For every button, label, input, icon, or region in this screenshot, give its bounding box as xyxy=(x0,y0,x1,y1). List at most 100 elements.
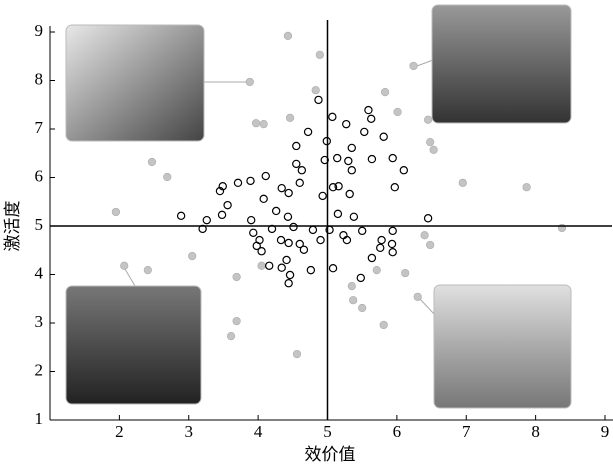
point xyxy=(246,78,254,86)
point xyxy=(373,266,381,274)
x-tick-label: 8 xyxy=(531,422,540,441)
point xyxy=(293,350,301,358)
point xyxy=(348,282,356,290)
point xyxy=(414,293,422,301)
point xyxy=(120,262,128,270)
point xyxy=(316,51,324,59)
point xyxy=(293,160,300,167)
y-tick-label: 3 xyxy=(35,312,44,331)
point xyxy=(258,262,266,270)
point xyxy=(283,256,290,263)
x-tick-label: 5 xyxy=(323,422,332,441)
point xyxy=(286,271,293,278)
point xyxy=(329,265,336,272)
x-axis-label: 效价值 xyxy=(305,445,356,464)
point xyxy=(290,223,297,230)
y-tick-label: 4 xyxy=(35,263,44,282)
callout-line xyxy=(417,60,433,66)
point xyxy=(260,195,267,202)
point xyxy=(389,249,396,256)
x-tick-label: 3 xyxy=(185,422,194,441)
point xyxy=(334,210,341,217)
point xyxy=(345,157,352,164)
point xyxy=(348,144,355,151)
point xyxy=(203,217,210,224)
point xyxy=(163,173,171,181)
point xyxy=(319,192,326,199)
point xyxy=(430,146,438,154)
point xyxy=(285,239,292,246)
point xyxy=(307,267,314,274)
point xyxy=(368,115,375,122)
point xyxy=(277,236,284,243)
point xyxy=(260,120,268,128)
point xyxy=(380,321,388,329)
point xyxy=(285,189,292,196)
y-tick-label: 7 xyxy=(35,118,44,137)
point xyxy=(334,155,341,162)
x-tick-label: 9 xyxy=(601,422,610,441)
y-tick-label: 1 xyxy=(35,409,44,428)
point xyxy=(293,142,300,149)
point xyxy=(298,167,305,174)
point xyxy=(346,190,353,197)
point xyxy=(278,264,285,271)
point xyxy=(233,273,241,281)
photo xyxy=(434,285,571,408)
point xyxy=(401,269,409,277)
point xyxy=(391,184,398,191)
point xyxy=(350,213,357,220)
point xyxy=(317,236,324,243)
point xyxy=(278,185,285,192)
y-tick-label: 2 xyxy=(35,360,44,379)
point xyxy=(286,114,294,122)
y-tick-label: 5 xyxy=(35,215,44,234)
point xyxy=(262,172,269,179)
point xyxy=(227,332,235,340)
point xyxy=(300,246,307,253)
point xyxy=(358,304,366,312)
point xyxy=(296,179,303,186)
point xyxy=(273,207,280,214)
point xyxy=(315,96,322,103)
point xyxy=(421,231,429,239)
point xyxy=(394,108,402,116)
point xyxy=(304,128,311,135)
point xyxy=(144,266,152,274)
point xyxy=(218,211,225,218)
y-axis-label: 激活度 xyxy=(3,201,22,252)
point xyxy=(309,226,316,233)
point xyxy=(424,116,432,124)
y-tick-label: 6 xyxy=(35,166,44,185)
point xyxy=(348,167,355,174)
x-tick-label: 7 xyxy=(462,422,471,441)
point xyxy=(258,248,265,255)
point xyxy=(424,215,431,222)
point xyxy=(285,280,292,287)
photo xyxy=(66,286,201,404)
point xyxy=(343,121,350,128)
point xyxy=(349,296,357,304)
point xyxy=(365,106,372,113)
point xyxy=(252,119,260,127)
point xyxy=(426,241,434,249)
point xyxy=(361,128,368,135)
point xyxy=(247,177,254,184)
point xyxy=(266,262,273,269)
point xyxy=(359,227,366,234)
point xyxy=(410,62,418,70)
point xyxy=(368,155,375,162)
point xyxy=(112,208,120,216)
point xyxy=(188,252,196,260)
x-tick-label: 6 xyxy=(393,422,402,441)
point xyxy=(148,158,156,166)
point xyxy=(377,244,384,251)
point xyxy=(357,274,364,281)
photo xyxy=(432,5,571,123)
point xyxy=(426,138,434,146)
point xyxy=(389,155,396,162)
x-tick-label: 4 xyxy=(254,422,263,441)
point xyxy=(234,179,241,186)
point xyxy=(233,317,241,325)
point xyxy=(368,254,375,261)
